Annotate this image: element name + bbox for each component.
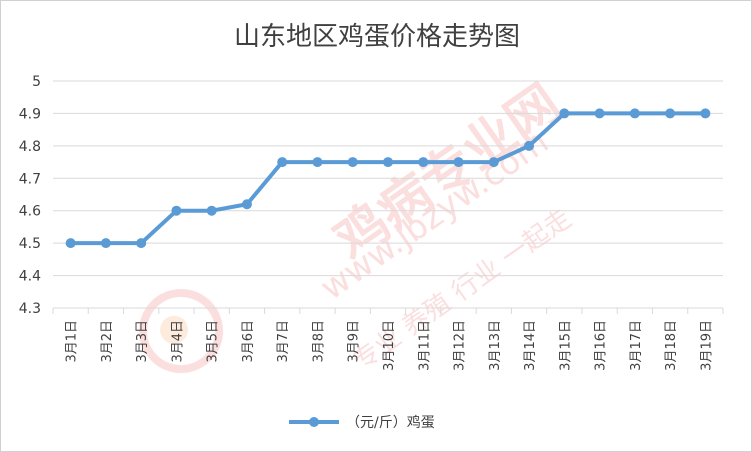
x-tick-label: 3月12日 (453, 320, 468, 371)
data-point (559, 108, 570, 119)
x-tick-label: 3月1日 (65, 320, 80, 363)
data-point (277, 157, 288, 168)
y-tick-label: 5 (32, 74, 41, 90)
data-point (171, 205, 182, 216)
y-tick-label: 4.3 (19, 301, 41, 317)
data-point (241, 199, 252, 210)
data-point (418, 157, 429, 168)
data-point (136, 238, 147, 249)
x-tick-label: 3月5日 (206, 320, 221, 363)
data-point (206, 205, 217, 216)
x-tick-label: 3月14日 (523, 320, 538, 371)
data-point (100, 238, 111, 249)
x-tick-label: 3月17日 (629, 320, 644, 371)
y-tick-label: 4.7 (19, 171, 41, 187)
legend-marker-icon (309, 417, 319, 427)
x-tick-label: 3月10日 (382, 320, 397, 371)
grid-lines (52, 80, 724, 314)
x-tick-label: 3月16日 (594, 320, 609, 371)
series-layer (65, 108, 711, 249)
data-point (383, 157, 393, 168)
data-point (312, 157, 323, 168)
chart-title: 山东地区鸡蛋价格走势图 (234, 22, 520, 52)
x-tick-label: 3月4日 (170, 320, 185, 363)
data-point (629, 108, 640, 119)
x-axis-ticks: 3月1日 3月2日 3月3日 3月4日 3月5日 3月6日 3月7日 3月8日 3月9日 3月10… (65, 320, 715, 371)
x-tick-label: 3月3日 (135, 320, 150, 363)
y-tick-label: 4.5 (19, 236, 41, 252)
x-tick-label: 3月7日 (276, 320, 291, 363)
x-tick-label: 3月8日 (311, 320, 326, 363)
data-point (700, 108, 711, 119)
y-tick-label: 4.6 (19, 204, 41, 220)
data-point (65, 238, 76, 249)
y-tick-label: 4.8 (19, 139, 41, 155)
data-point (453, 157, 464, 168)
y-axis-ticks: 4.3 4.4 4.5 4.6 4.7 4.8 4.9 5 (19, 74, 41, 317)
data-point (347, 157, 358, 168)
x-tick-label: 3月9日 (347, 320, 362, 363)
data-point (594, 108, 605, 119)
x-tick-label: 3月6日 (241, 320, 256, 363)
legend-label: （元/斤）鸡蛋 (346, 414, 435, 431)
watermark-logo-icon (139, 289, 223, 373)
legend: （元/斤）鸡蛋 (289, 414, 435, 431)
data-point (488, 157, 499, 168)
x-tick-label: 3月2日 (100, 320, 115, 363)
data-point (665, 108, 676, 119)
y-tick-label: 4.9 (19, 106, 41, 122)
x-tick-label: 3月19日 (699, 320, 714, 371)
data-point (524, 140, 535, 151)
y-tick-label: 4.4 (19, 269, 41, 285)
x-tick-label: 3月13日 (488, 320, 503, 371)
x-tick-label: 3月11日 (417, 320, 432, 371)
x-tick-label: 3月15日 (558, 320, 573, 371)
x-tick-label: 3月18日 (664, 320, 679, 371)
